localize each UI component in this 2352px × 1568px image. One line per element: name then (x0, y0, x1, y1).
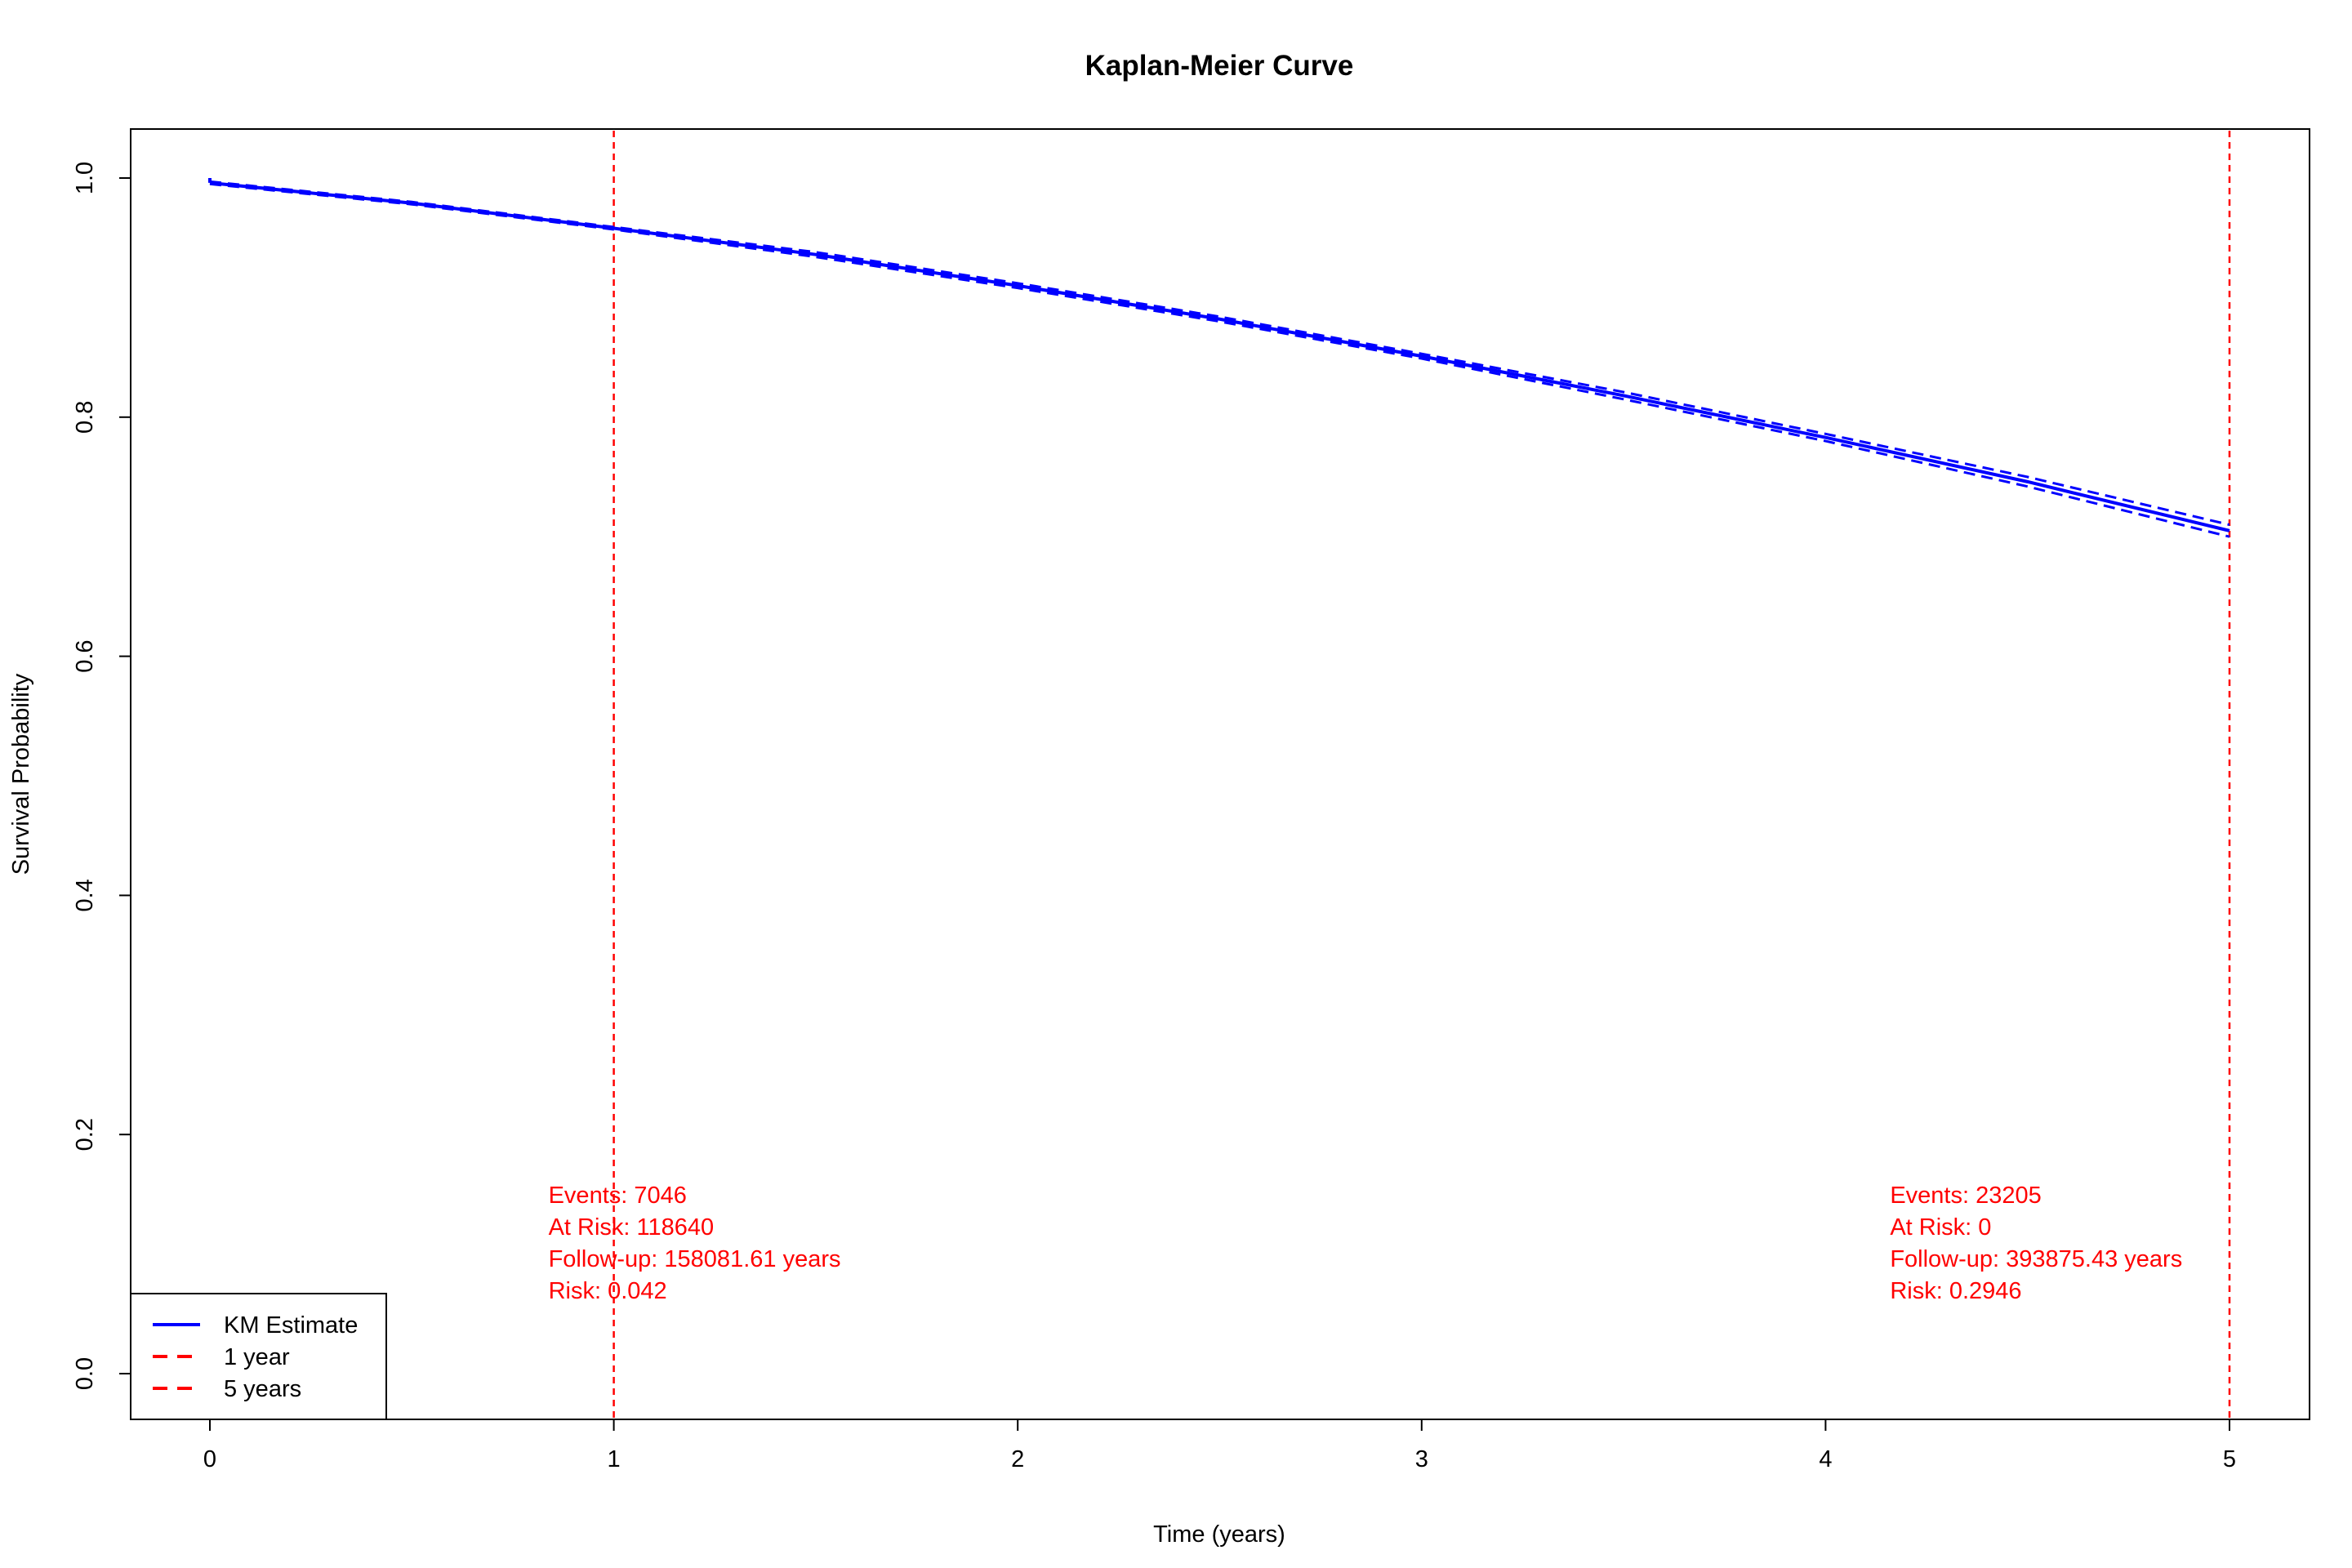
x-tick-label: 3 (1415, 1446, 1428, 1472)
x-tick-label: 2 (1011, 1446, 1024, 1472)
x-tick-label: 4 (1819, 1446, 1832, 1472)
annotation-text: Risk: 0.2946 (1890, 1278, 2021, 1304)
annotation-layer: Events: 7046 At Risk: 118640 Follow-up: 15… (549, 1183, 2183, 1304)
y-tick-label: 0.2 (72, 1118, 98, 1151)
legend-label: KM Estimate (224, 1312, 358, 1339)
annotation-text: Events: 7046 (549, 1183, 687, 1209)
legend-label: 5 years (224, 1376, 301, 1402)
annotation-text: At Risk: 0 (1890, 1214, 1991, 1241)
x-tick-label: 0 (203, 1446, 216, 1472)
annotation-text: Risk: 0.042 (549, 1278, 667, 1304)
y-axis-label: Survival Probability (8, 673, 34, 875)
x-axis-label: Time (years) (1153, 1521, 1285, 1548)
legend-box (130, 1293, 387, 1420)
y-tick-label: 0.0 (72, 1357, 98, 1390)
chart-title: Kaplan-Meier Curve (1085, 50, 1354, 82)
legend-label: 1 year (224, 1344, 290, 1370)
annotation-text: At Risk: 118640 (549, 1214, 715, 1241)
annotation-text: Events: 23205 (1890, 1183, 2041, 1209)
y-tick-label: 0.6 (72, 639, 98, 672)
annotation-text: Follow-up: 158081.61 years (549, 1246, 841, 1272)
y-tick-label: 1.0 (72, 162, 98, 194)
x-axis: 0 1 2 3 4 5 (203, 1419, 2236, 1472)
series-layer (208, 178, 2230, 538)
y-tick-label: 0.4 (72, 879, 98, 911)
y-tick-label: 0.8 (72, 401, 98, 434)
annotation-text: Follow-up: 393875.43 years (1890, 1246, 2182, 1272)
x-tick-label: 5 (2223, 1446, 2236, 1472)
km-estimate-line (209, 180, 2230, 532)
legend: KM Estimate 1 year 5 years (130, 1293, 387, 1420)
x-tick-label: 1 (608, 1446, 621, 1472)
reference-lines (612, 131, 2231, 1418)
y-axis: 0.0 0.2 0.4 0.6 0.8 1.0 (72, 162, 131, 1390)
